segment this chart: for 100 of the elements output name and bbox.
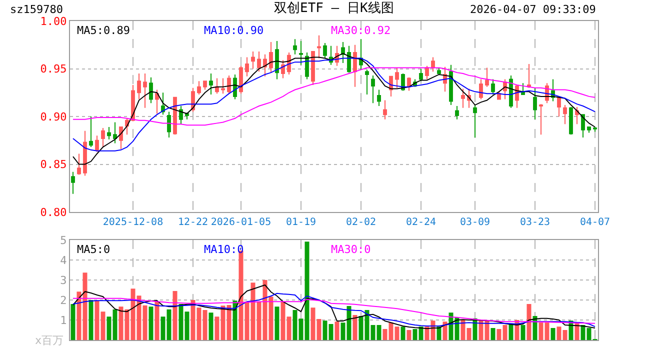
candlestick bbox=[251, 51, 255, 70]
candlestick bbox=[449, 64, 453, 106]
line-series bbox=[72, 298, 596, 324]
bar bbox=[526, 304, 532, 340]
candlestick bbox=[575, 106, 579, 125]
candlestick bbox=[185, 112, 189, 120]
candlestick bbox=[245, 56, 249, 77]
candlestick bbox=[155, 89, 159, 114]
candlestick bbox=[491, 78, 495, 96]
x-tick-label: 02-24 bbox=[406, 217, 436, 228]
bar bbox=[208, 312, 214, 340]
candlestick bbox=[77, 153, 81, 176]
candlestick bbox=[539, 104, 543, 136]
bar bbox=[490, 328, 496, 340]
candlestick bbox=[221, 78, 225, 94]
candlestick bbox=[341, 42, 345, 64]
candlestick bbox=[371, 74, 375, 104]
bar bbox=[352, 315, 358, 340]
bar bbox=[550, 328, 556, 340]
bar bbox=[88, 300, 94, 340]
candlestick bbox=[473, 104, 477, 138]
bar bbox=[406, 330, 412, 340]
candlestick bbox=[203, 80, 207, 90]
bar bbox=[274, 306, 280, 340]
candlestick bbox=[533, 87, 537, 120]
candlestick bbox=[419, 68, 423, 82]
line-series bbox=[72, 292, 596, 328]
x-tick-label: 04-07 bbox=[580, 217, 610, 228]
x-tick-label: 2025-12-08 bbox=[102, 217, 164, 228]
y-tick-label: 1 bbox=[60, 314, 67, 327]
text: MA5:0.89 bbox=[77, 24, 130, 37]
line-series bbox=[72, 67, 596, 126]
candlestick bbox=[125, 118, 129, 136]
candlestick bbox=[149, 76, 153, 104]
bar bbox=[70, 304, 76, 340]
candlestick bbox=[305, 52, 309, 80]
y-tick-label: 5 bbox=[60, 234, 67, 247]
text: MA30:0 bbox=[331, 243, 371, 256]
x-tick-label: 12-22 bbox=[178, 217, 208, 228]
candlestick bbox=[293, 38, 297, 55]
candlestick bbox=[569, 106, 573, 136]
candlestick bbox=[167, 111, 171, 138]
bar bbox=[508, 324, 514, 340]
x-tick-label: 03-23 bbox=[520, 217, 550, 228]
candlestick bbox=[281, 60, 285, 79]
candlestick bbox=[485, 67, 489, 88]
candlestick bbox=[137, 73, 141, 100]
text: 2026-04-07 09:33:09 bbox=[470, 3, 596, 16]
candlestick bbox=[383, 100, 387, 120]
y-tick-label: 0.95 bbox=[40, 62, 67, 76]
text: MA5:0 bbox=[77, 243, 110, 256]
bar bbox=[172, 291, 178, 340]
candlestick bbox=[89, 116, 93, 148]
candlestick bbox=[557, 96, 561, 117]
candlestick bbox=[173, 96, 177, 136]
candlestick bbox=[113, 122, 117, 144]
y-tick-label: 0.85 bbox=[40, 158, 67, 172]
candlestick bbox=[119, 126, 123, 150]
candlestick bbox=[347, 45, 351, 74]
x-tick-label: 01-19 bbox=[286, 217, 316, 228]
candlestick bbox=[275, 40, 279, 80]
candlestick bbox=[263, 54, 267, 77]
candlestick bbox=[215, 78, 219, 94]
chart-title: 双创ETF — 日K线图 bbox=[274, 1, 394, 16]
candlestick bbox=[95, 135, 99, 152]
bar bbox=[148, 306, 154, 340]
candlestick bbox=[161, 92, 165, 116]
candlestick bbox=[563, 104, 567, 125]
candlestick bbox=[233, 74, 237, 100]
bar bbox=[436, 326, 442, 340]
line-series bbox=[72, 52, 596, 165]
candlestick bbox=[107, 126, 111, 140]
y-tick-label: 3 bbox=[60, 274, 67, 287]
candlestick bbox=[323, 42, 327, 59]
bar bbox=[442, 322, 448, 340]
candlestick bbox=[197, 80, 201, 96]
x-tick-label: 02-02 bbox=[346, 217, 376, 228]
candlestick bbox=[395, 67, 399, 88]
candlestick bbox=[299, 40, 303, 66]
bar bbox=[574, 323, 580, 340]
x-tick-label: 2026-01-05 bbox=[210, 217, 272, 228]
candlestick bbox=[209, 73, 213, 96]
candlestick bbox=[431, 56, 435, 72]
y-axis-title: x百万 bbox=[35, 334, 64, 347]
candlestick bbox=[227, 74, 231, 94]
candlestick bbox=[71, 171, 75, 194]
text: MA10:0 bbox=[204, 243, 244, 256]
candlestick bbox=[311, 51, 315, 86]
candlestick bbox=[587, 126, 591, 134]
line-series bbox=[72, 284, 596, 330]
candlestick bbox=[101, 127, 105, 148]
candlestick bbox=[455, 106, 459, 120]
bar bbox=[232, 300, 238, 340]
candlestick bbox=[317, 34, 321, 59]
candlestick bbox=[479, 78, 483, 100]
candlestick bbox=[521, 82, 525, 96]
text: MA30:0.92 bbox=[331, 24, 391, 37]
candlestick bbox=[593, 126, 597, 132]
candlestick bbox=[83, 130, 87, 176]
line-series bbox=[72, 58, 596, 152]
